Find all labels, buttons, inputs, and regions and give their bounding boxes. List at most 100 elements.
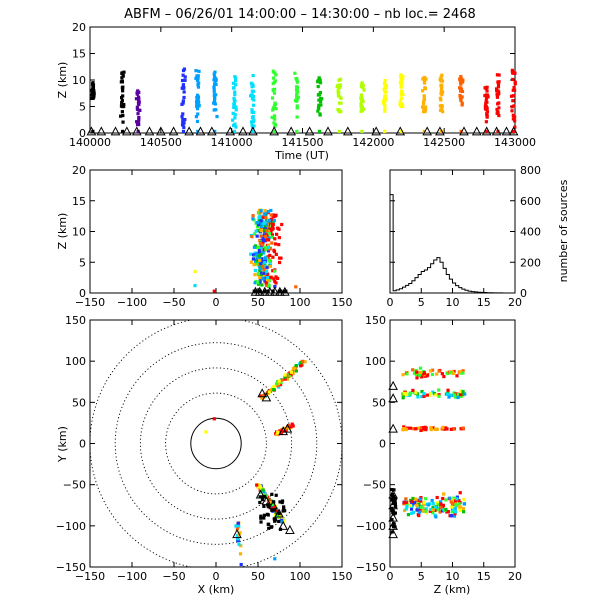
source-point [445,427,449,431]
source-point [257,289,261,293]
source-point [181,86,185,90]
source-point [430,368,435,372]
source-point [449,371,453,375]
source-point [183,78,187,82]
source-point [273,71,277,75]
source-point [317,103,321,107]
source-point [250,235,254,239]
source-point [420,505,424,509]
source-point [262,513,266,517]
source-point [451,427,456,431]
source-point [393,498,397,503]
source-point [255,234,259,238]
source-point [336,108,341,112]
source-point [429,392,433,396]
source-point [197,69,201,73]
source-point [275,509,279,514]
source-point [286,425,290,429]
source-point [413,501,417,505]
source-point [212,99,217,103]
source-point [269,208,273,213]
source-point [496,129,500,134]
source-point [437,369,441,373]
source-point [281,429,285,433]
source-point [419,426,423,430]
source-point [513,71,517,75]
ground-strike-marker [232,529,242,539]
source-point [416,371,421,375]
source-point [401,74,405,79]
source-point [295,106,299,110]
source-point [261,215,265,219]
ground-strike-marker [257,388,268,398]
x-tick-label: 0 [387,296,394,309]
ground-strike-marker [282,423,293,433]
source-point [283,375,287,379]
x-axis-label: X (km) [198,583,235,596]
plot-frame [89,319,343,568]
source-point [250,89,254,93]
source-point [422,502,426,506]
source-point [422,426,426,430]
source-point [512,85,516,90]
source-point [259,262,263,266]
source-point [251,114,255,119]
source-point [458,491,462,495]
source-point [277,379,281,383]
source-point [273,269,277,273]
source-point [496,82,501,86]
source-point [511,77,515,82]
source-point [422,97,427,101]
source-point [287,373,292,377]
source-point [384,90,388,94]
source-point [484,99,488,103]
source-point [266,243,271,247]
source-point [441,503,445,507]
source-point [285,374,289,378]
x-tick-label: −50 [162,296,185,309]
source-point [255,262,259,266]
y-tick-label: 150 [65,314,86,327]
source-point [213,70,217,74]
source-point [422,371,426,375]
ground-strike-marker [471,126,482,136]
source-point [232,129,237,134]
source-point [445,371,450,376]
source-point [431,426,435,430]
ground-strike-marker [388,489,398,499]
source-point [275,512,279,516]
x-tick-label: 20 [508,570,522,583]
source-point [256,282,261,286]
source-point [195,104,199,109]
source-point [414,391,418,395]
source-point [260,498,265,502]
source-point [424,497,428,501]
x-tick-label: 150 [332,570,353,583]
source-point [258,221,263,226]
source-point [253,281,257,285]
source-point [272,218,276,223]
source-point [510,105,514,109]
source-point [251,94,256,99]
source-point [440,93,444,97]
source-point [252,245,256,249]
source-point [453,501,457,505]
source-point [276,226,280,230]
source-point [262,213,266,217]
source-point [449,393,453,397]
y-tick-label: 800 [520,164,541,177]
source-point [461,78,465,82]
source-point [416,512,420,516]
source-point [461,426,465,430]
source-point [273,79,277,83]
source-point [196,112,200,116]
source-point [258,212,262,216]
source-point [449,514,454,518]
source-point [485,89,489,93]
source-point [272,388,276,392]
source-point [433,427,438,431]
source-point [270,241,274,245]
source-point [233,76,238,80]
source-point [423,105,428,109]
y-tick-label: 0 [520,287,527,300]
